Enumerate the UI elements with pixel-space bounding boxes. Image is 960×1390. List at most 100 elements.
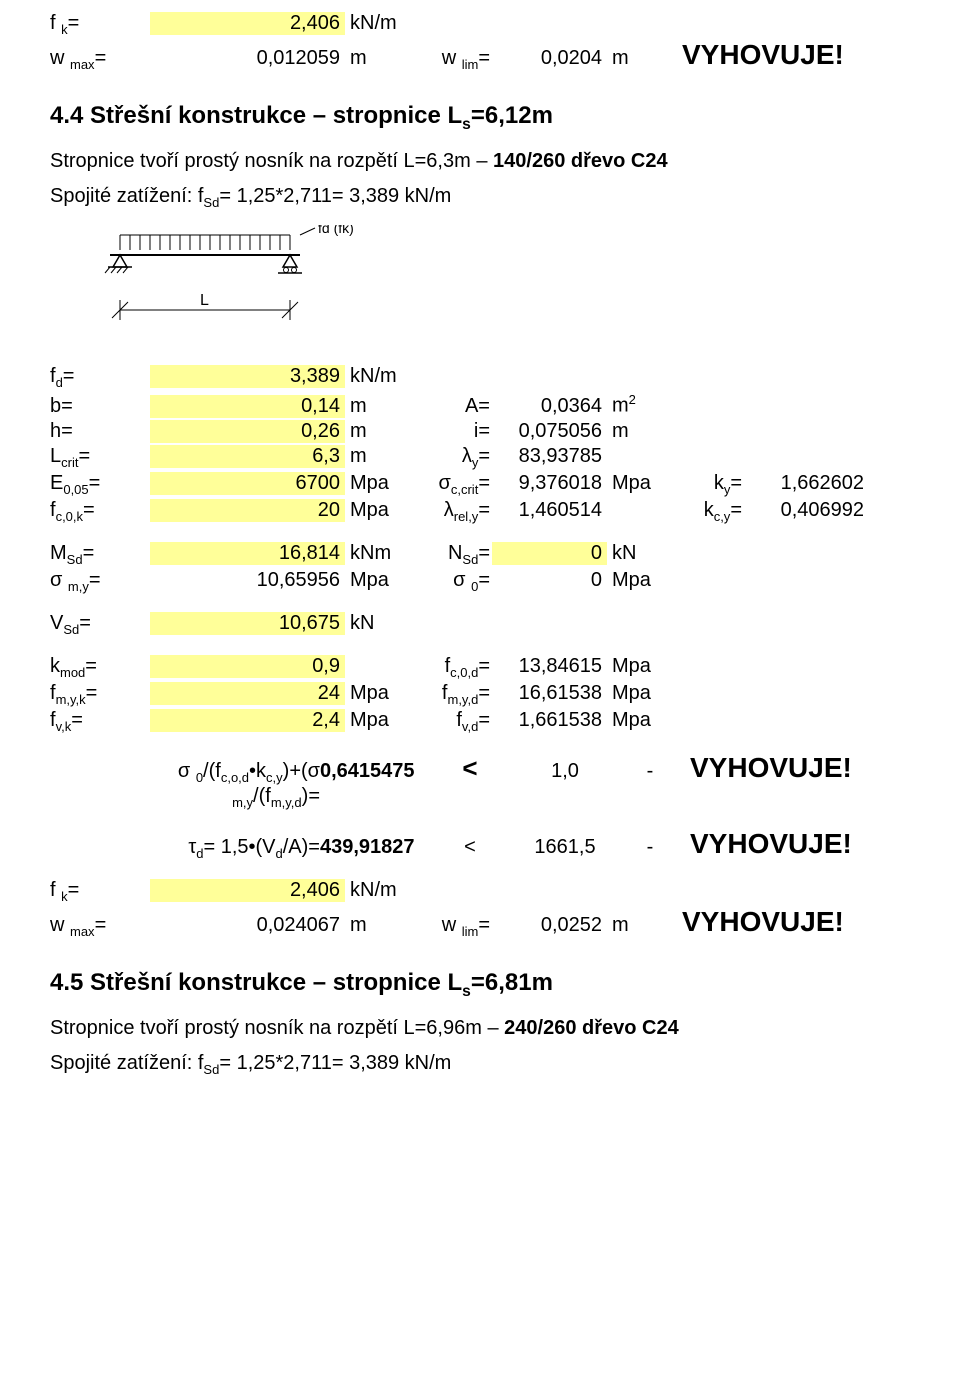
calc-row: fm,y,k=24Mpafm,y,d=16,61538Mpa [50,682,910,707]
result-label: VYHOVUJE! [690,752,852,784]
para-45b: Spojité zatížení: fSd= 1,25*2,711= 3,389… [50,1050,910,1079]
unit: m [345,914,410,937]
unit2: Mpa [607,682,662,705]
val2: 9,376018 [492,472,607,495]
sym2: σc,crit= [410,472,492,497]
calc-row: h=0,26mi=0,075056m [50,420,910,443]
sym: Lcrit= [50,445,150,470]
val2: 16,61538 [492,682,607,705]
heading-4-5: 4.5 Střešní konstrukce – stropnice Ls=6,… [50,969,910,1001]
val: 0,26 [150,420,345,443]
val2: 0 [492,569,607,592]
check-row-1: σ 0/(fc,o,d•kc,y)+(σ m,y/(fm,y,d)= 0,641… [110,752,910,810]
para-44b: Spojité zatížení: fSd= 1,25*2,711= 3,389… [50,183,910,212]
val: 10,65956 [150,569,345,592]
para-45a: Stropnice tvoří prostý nosník na rozpětí… [50,1015,910,1042]
val2: 83,93785 [492,445,607,468]
val: 0,14 [150,395,345,418]
unit2: m2 [607,392,662,418]
val: 0,024067 [150,914,345,937]
val: 6,3 [150,445,345,468]
lt-symbol: < [440,753,500,784]
sym2: i= [410,420,492,443]
unit: kN/m [345,879,410,902]
lt-symbol: < [440,836,500,859]
val3: 1,662602 [744,472,869,495]
unit: m [345,395,410,418]
check-val: 0,6415475 [320,760,440,783]
sym: b= [50,395,150,418]
heading-4-4: 4.4 Střešní konstrukce – stropnice Ls=6,… [50,102,910,134]
calc-row: b=0,14mA=0,0364m2 [50,392,910,418]
unit2: Mpa [607,655,662,678]
sym: h= [50,420,150,443]
val2: 1,460514 [492,499,607,522]
sym2: NSd= [410,542,492,567]
val: 0,012059 [150,47,345,70]
val2: 0,0204 [492,47,607,70]
check-label-2: τd= 1,5•(Vd/A)= [110,836,320,861]
unit2: kN [607,542,662,565]
sym2: λy= [410,445,492,470]
val: 2,4 [150,709,345,732]
check-row-2: τd= 1,5•(Vd/A)= 439,91827 < 1661,5 - VYH… [110,828,910,861]
sym: f k= [50,12,150,37]
sym: fd= [50,365,150,390]
val: 2,406 [150,879,345,902]
limit-val: 1661,5 [500,836,630,859]
para-44a: Stropnice tvoří prostý nosník na rozpětí… [50,148,910,175]
val: 24 [150,682,345,705]
val: 10,675 [150,612,345,635]
sym: w max= [50,47,150,72]
sym2: λrel,y= [410,499,492,524]
calc-row: E0,05=6700Mpaσc,crit=9,376018Mpaky=1,662… [50,472,910,497]
unit: kNm [345,542,410,565]
limit-val: 1,0 [500,760,630,783]
unit: Mpa [345,499,410,522]
sym: MSd= [50,542,150,567]
beam-diagram: fd (fk) L [90,225,910,351]
unit: Mpa [345,709,410,732]
calc-row: fv,k=2,4Mpafv,d=1,661538Mpa [50,709,910,734]
sym: f k= [50,879,150,904]
sym: fc,0,k= [50,499,150,524]
val: 20 [150,499,345,522]
svg-text:fd (fk): fd (fk) [318,225,354,236]
sym2: fc,0,d= [410,655,492,680]
sym: fm,y,k= [50,682,150,707]
val2: 0,0364 [492,395,607,418]
sym: kmod= [50,655,150,680]
dash: - [630,760,670,783]
row-fk-top: f k= 2,406 kN/m [50,12,910,37]
row-wmax-top: w max= 0,012059 m w lim= 0,0204 m VYHOVU… [50,39,910,72]
val: 2,406 [150,12,345,35]
calc-row: σ m,y=10,65956Mpaσ 0=0Mpa [50,569,910,594]
sym2: A= [410,395,492,418]
dash: - [630,836,670,859]
svg-text:L: L [200,292,209,309]
unit: m [345,445,410,468]
sym: fv,k= [50,709,150,734]
unit: kN/m [345,12,410,35]
result-label: VYHOVUJE! [682,39,844,71]
val: 6700 [150,472,345,495]
unit: kN/m [345,365,410,388]
calc-row: Lcrit=6,3mλy=83,93785 [50,445,910,470]
unit: Mpa [345,569,410,592]
calc-row: kmod=0,9 fc,0,d=13,84615Mpa [50,655,910,680]
val: 0,9 [150,655,345,678]
unit: m [345,420,410,443]
val2: 13,84615 [492,655,607,678]
sym: σ m,y= [50,569,150,594]
sym: E0,05= [50,472,150,497]
val2: 0,075056 [492,420,607,443]
sym: VSd= [50,612,150,637]
row-wmax-bottom: w max= 0,024067 m w lim= 0,0252 m VYHOVU… [50,906,910,939]
calc-row: MSd=16,814kNmNSd=0kN [50,542,910,567]
sym3: kc,y= [662,499,744,524]
check-label-1: σ 0/(fc,o,d•kc,y)+(σ m,y/(fm,y,d)= [110,760,320,810]
val3: 0,406992 [744,499,869,522]
sym: w max= [50,914,150,939]
sym2: σ 0= [410,569,492,594]
val2: 0,0252 [492,914,607,937]
